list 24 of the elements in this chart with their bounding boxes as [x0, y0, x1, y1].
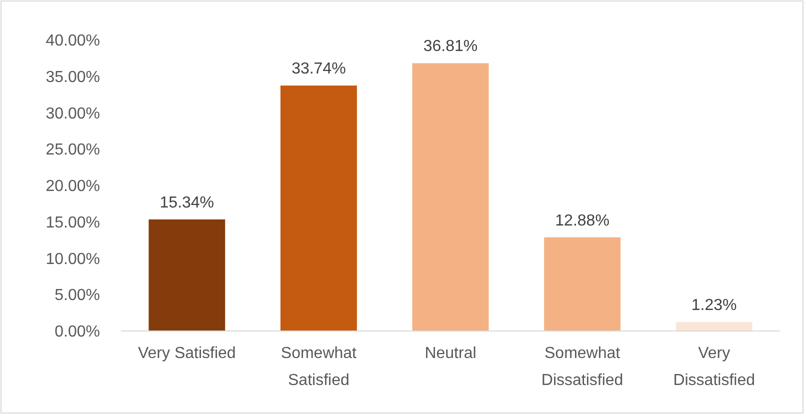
- bar: [412, 63, 489, 331]
- x-tick-label: Somewhat Satisfied: [280, 345, 358, 389]
- data-label: 12.88%: [555, 212, 610, 230]
- y-tick-label: 35.00%: [46, 68, 100, 86]
- data-label: 36.81%: [423, 38, 478, 56]
- x-tick-label: Very Dissatisfied: [673, 345, 756, 389]
- y-tick-label: 25.00%: [46, 142, 100, 159]
- y-tick-label: 15.00%: [46, 214, 100, 232]
- y-tick-label: 5.00%: [54, 287, 100, 304]
- y-tick-label: 10.00%: [46, 250, 100, 268]
- y-tick-label: 0.00%: [54, 324, 100, 341]
- y-tick-label: 30.00%: [46, 105, 100, 122]
- bar: [544, 237, 621, 331]
- bar: [676, 322, 752, 331]
- bar: [280, 86, 357, 331]
- y-tick-label: 40.00%: [46, 32, 100, 50]
- x-tick-label: Very Satisfied: [138, 345, 236, 362]
- bar: [148, 219, 226, 331]
- data-label: 33.74%: [292, 60, 346, 78]
- data-label: 1.23%: [691, 297, 737, 314]
- x-tick-label: Somewhat Dissatisfied: [541, 345, 624, 389]
- x-tick-label: Neutral: [424, 345, 476, 362]
- data-label: 15.34%: [160, 194, 214, 212]
- y-tick-label: 20.00%: [46, 178, 100, 196]
